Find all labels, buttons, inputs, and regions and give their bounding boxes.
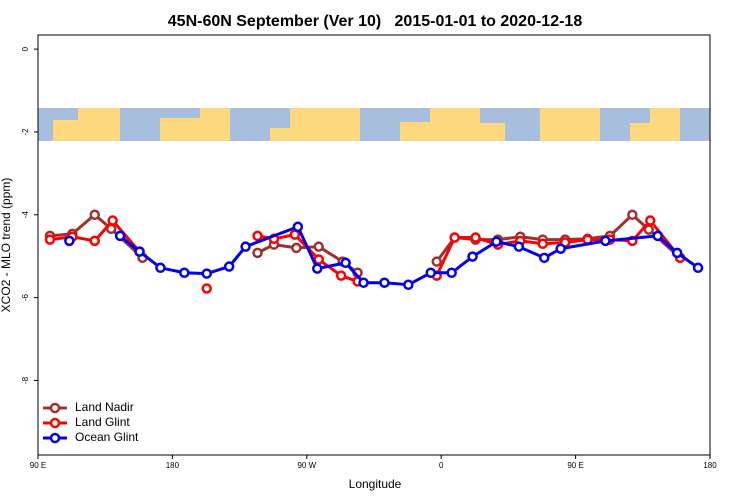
y-tick-label: -2: [21, 128, 30, 136]
data-point: [692, 262, 704, 274]
data-point: [470, 232, 481, 243]
data-point: [201, 268, 212, 279]
data-point: [291, 242, 302, 254]
data-point: [652, 230, 663, 242]
legend-marker: [49, 432, 61, 444]
legend-marker: [49, 402, 61, 414]
data-point: [64, 235, 75, 247]
data-point: [491, 236, 502, 247]
data-point: [89, 209, 100, 221]
data-point: [425, 267, 436, 279]
legend-label: Land Nadir: [75, 400, 134, 414]
x-tick-label: 90 W: [297, 461, 316, 470]
x-tick-label: 180: [703, 461, 717, 470]
plot-frame: [37, 34, 711, 456]
data-point: [600, 235, 611, 247]
data-point: [538, 252, 550, 264]
data-point: [335, 270, 347, 281]
data-point: [312, 263, 323, 274]
y-axis-label: XCO2 - MLO trend (ppm): [0, 178, 13, 313]
map-strip: [38, 108, 710, 141]
y-tick-label: -8: [21, 376, 30, 384]
y-tick-label: -6: [21, 294, 30, 302]
data-point: [645, 215, 656, 226]
data-point: [643, 224, 655, 235]
data-point: [201, 283, 212, 294]
legend-label: Land Glint: [75, 415, 130, 429]
chart-title: 45N-60N September (Ver 10) 2015-01-01 to…: [168, 13, 583, 30]
x-tick-label: 90 E: [30, 461, 46, 470]
legend-marker: [49, 417, 61, 429]
data-point: [555, 243, 566, 254]
data-point: [179, 267, 190, 279]
data-point: [403, 279, 414, 291]
data-point: [627, 209, 638, 221]
data-point: [252, 247, 263, 259]
data-point: [155, 262, 166, 274]
y-tick-label: -4: [21, 211, 30, 219]
y-tick-label: 0: [21, 46, 30, 51]
data-point: [252, 230, 263, 242]
data-point: [240, 241, 251, 252]
data-point: [114, 230, 126, 242]
data-point: [513, 241, 525, 252]
data-point: [537, 238, 548, 250]
data-point: [223, 261, 235, 272]
data-point: [89, 235, 100, 247]
data-point: [379, 277, 390, 288]
data-point: [134, 246, 145, 257]
x-tick-label: 180: [166, 461, 180, 470]
data-point: [340, 257, 351, 269]
data-point: [107, 215, 118, 226]
data-point: [313, 254, 324, 265]
data-point: [671, 247, 683, 259]
data-point: [292, 221, 304, 233]
data-point: [449, 232, 460, 243]
x-tick-label: 90 E: [567, 461, 583, 470]
data-point: [431, 256, 442, 267]
data-point: [446, 267, 457, 279]
data-point: [313, 241, 324, 252]
data-point: [358, 277, 369, 288]
x-tick-label: 0: [439, 461, 444, 470]
data-point: [467, 251, 478, 262]
x-axis-label: Longitude: [349, 477, 402, 491]
data-point: [44, 234, 56, 245]
legend-label: Ocean Glint: [75, 430, 139, 444]
